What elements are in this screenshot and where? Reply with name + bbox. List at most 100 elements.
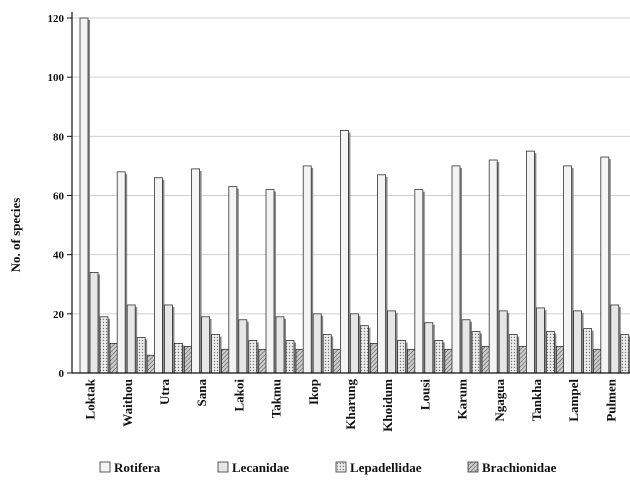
bar-side <box>331 336 334 373</box>
bar-rotifera <box>153 177 163 374</box>
bar-side <box>442 342 445 373</box>
bar-side <box>236 188 239 373</box>
bar-side <box>460 167 462 373</box>
bar-lepadellidae <box>359 325 369 374</box>
bar-lepadellidae <box>322 334 332 374</box>
bar-rotifera <box>488 159 498 374</box>
bar-rotifera <box>265 189 275 374</box>
x-category-label: Lampel <box>566 379 581 422</box>
bar-side <box>618 306 621 373</box>
bar-side <box>348 132 351 373</box>
bar-rotifera <box>228 186 238 374</box>
bar-lepadellidae <box>508 334 518 374</box>
bar-side <box>591 330 594 373</box>
x-category-label: Utra <box>157 379 172 405</box>
bar-side <box>368 327 371 373</box>
bar-side <box>182 345 185 373</box>
bar-side <box>405 342 408 373</box>
bar-brachionidae <box>295 348 305 374</box>
legend-label: Rotifera <box>114 460 161 475</box>
bar-lepadellidae <box>434 340 444 374</box>
legend: Rotifera Lecanidae Lepadellidae Brachionida… <box>99 460 557 475</box>
bar-brachionidae <box>481 345 491 374</box>
bar-rotifera <box>600 156 610 374</box>
legend-swatch <box>335 461 347 473</box>
bar-lecanidae <box>163 304 173 374</box>
y-tick-label: 0 <box>59 368 65 380</box>
bar-side <box>135 306 138 373</box>
x-category-label: Ikop <box>306 379 321 405</box>
bar-side <box>274 191 276 373</box>
bar-lepadellidae <box>248 340 258 374</box>
y-tick-label: 60 <box>53 191 65 203</box>
y-tick-label: 120 <box>48 13 65 25</box>
bar-rotifera <box>191 168 201 374</box>
bar-lepadellidae <box>620 334 630 374</box>
bar-side <box>209 318 212 373</box>
bar-rotifera <box>563 165 572 374</box>
legend-swatch <box>467 461 479 473</box>
bar-side <box>628 336 630 373</box>
bar-side <box>256 342 259 373</box>
bar-lecanidae <box>498 310 508 374</box>
bar-brachionidae <box>518 345 528 374</box>
x-category-label: Khoidum <box>380 379 395 432</box>
x-category-label: Lousi <box>417 379 432 410</box>
bar-side <box>125 173 128 373</box>
legend-label: Brachionidae <box>482 460 557 475</box>
bar-side <box>554 333 557 373</box>
bar-side <box>480 333 482 373</box>
bar-rotifera <box>339 130 349 374</box>
bar-lecanidae <box>573 310 582 374</box>
bar-lepadellidae <box>471 331 481 374</box>
bar-brachionidae <box>369 343 379 374</box>
axes: 0 20 40 60 80 100 120 Loktak Waithou Utra Sana Lako… <box>48 12 630 432</box>
x-category-label: Karum <box>455 379 470 420</box>
bar-rotifera <box>414 189 424 374</box>
bar-brachionidae <box>183 345 193 374</box>
x-category-label: Kharung <box>343 379 358 430</box>
bar-rotifera <box>302 165 312 374</box>
x-category-label: Tankha <box>529 379 544 422</box>
bar-side <box>88 20 90 373</box>
bar-lepadellidae <box>583 328 592 374</box>
x-category-label: Takmu <box>269 379 284 418</box>
bar-side <box>422 191 425 373</box>
bar-side <box>294 342 296 373</box>
bar-side <box>162 179 165 373</box>
bar-lepadellidae <box>136 337 146 374</box>
bar-lecanidae <box>610 304 620 374</box>
bar-rotifera <box>116 171 126 374</box>
bar-side <box>507 312 510 373</box>
bar-side <box>321 315 324 373</box>
bar-side <box>246 321 249 373</box>
legend-label: Lepadellidae <box>350 460 422 475</box>
bars <box>79 17 630 374</box>
bar-lecanidae <box>312 313 322 374</box>
bar-side <box>497 162 500 373</box>
bar-lecanidae <box>424 322 434 374</box>
bar-side <box>172 306 175 373</box>
bar-rotifera <box>526 150 535 374</box>
bar-side <box>145 339 148 373</box>
bar-side <box>470 321 472 373</box>
bar-side <box>395 312 398 373</box>
bar-lecanidae <box>536 307 545 374</box>
x-category-label: Ngagua <box>492 379 507 422</box>
x-category-label: Loktak <box>83 378 98 419</box>
bar-brachionidae <box>444 348 454 374</box>
y-axis-label: No. of species <box>8 198 23 273</box>
bar-side <box>581 312 584 373</box>
bar-lepadellidae <box>397 340 407 374</box>
bar-lecanidae <box>201 316 211 374</box>
y-tick-label: 40 <box>53 250 65 262</box>
bar-lecanidae <box>238 319 248 374</box>
x-category-label: Sana <box>194 379 209 407</box>
bar-lecanidae <box>126 304 136 374</box>
legend-label: Lecanidae <box>232 460 289 475</box>
legend-swatch <box>217 461 229 473</box>
bar-lepadellidae <box>99 316 109 374</box>
bar-brachionidae <box>593 348 602 374</box>
bar-side <box>544 309 547 373</box>
